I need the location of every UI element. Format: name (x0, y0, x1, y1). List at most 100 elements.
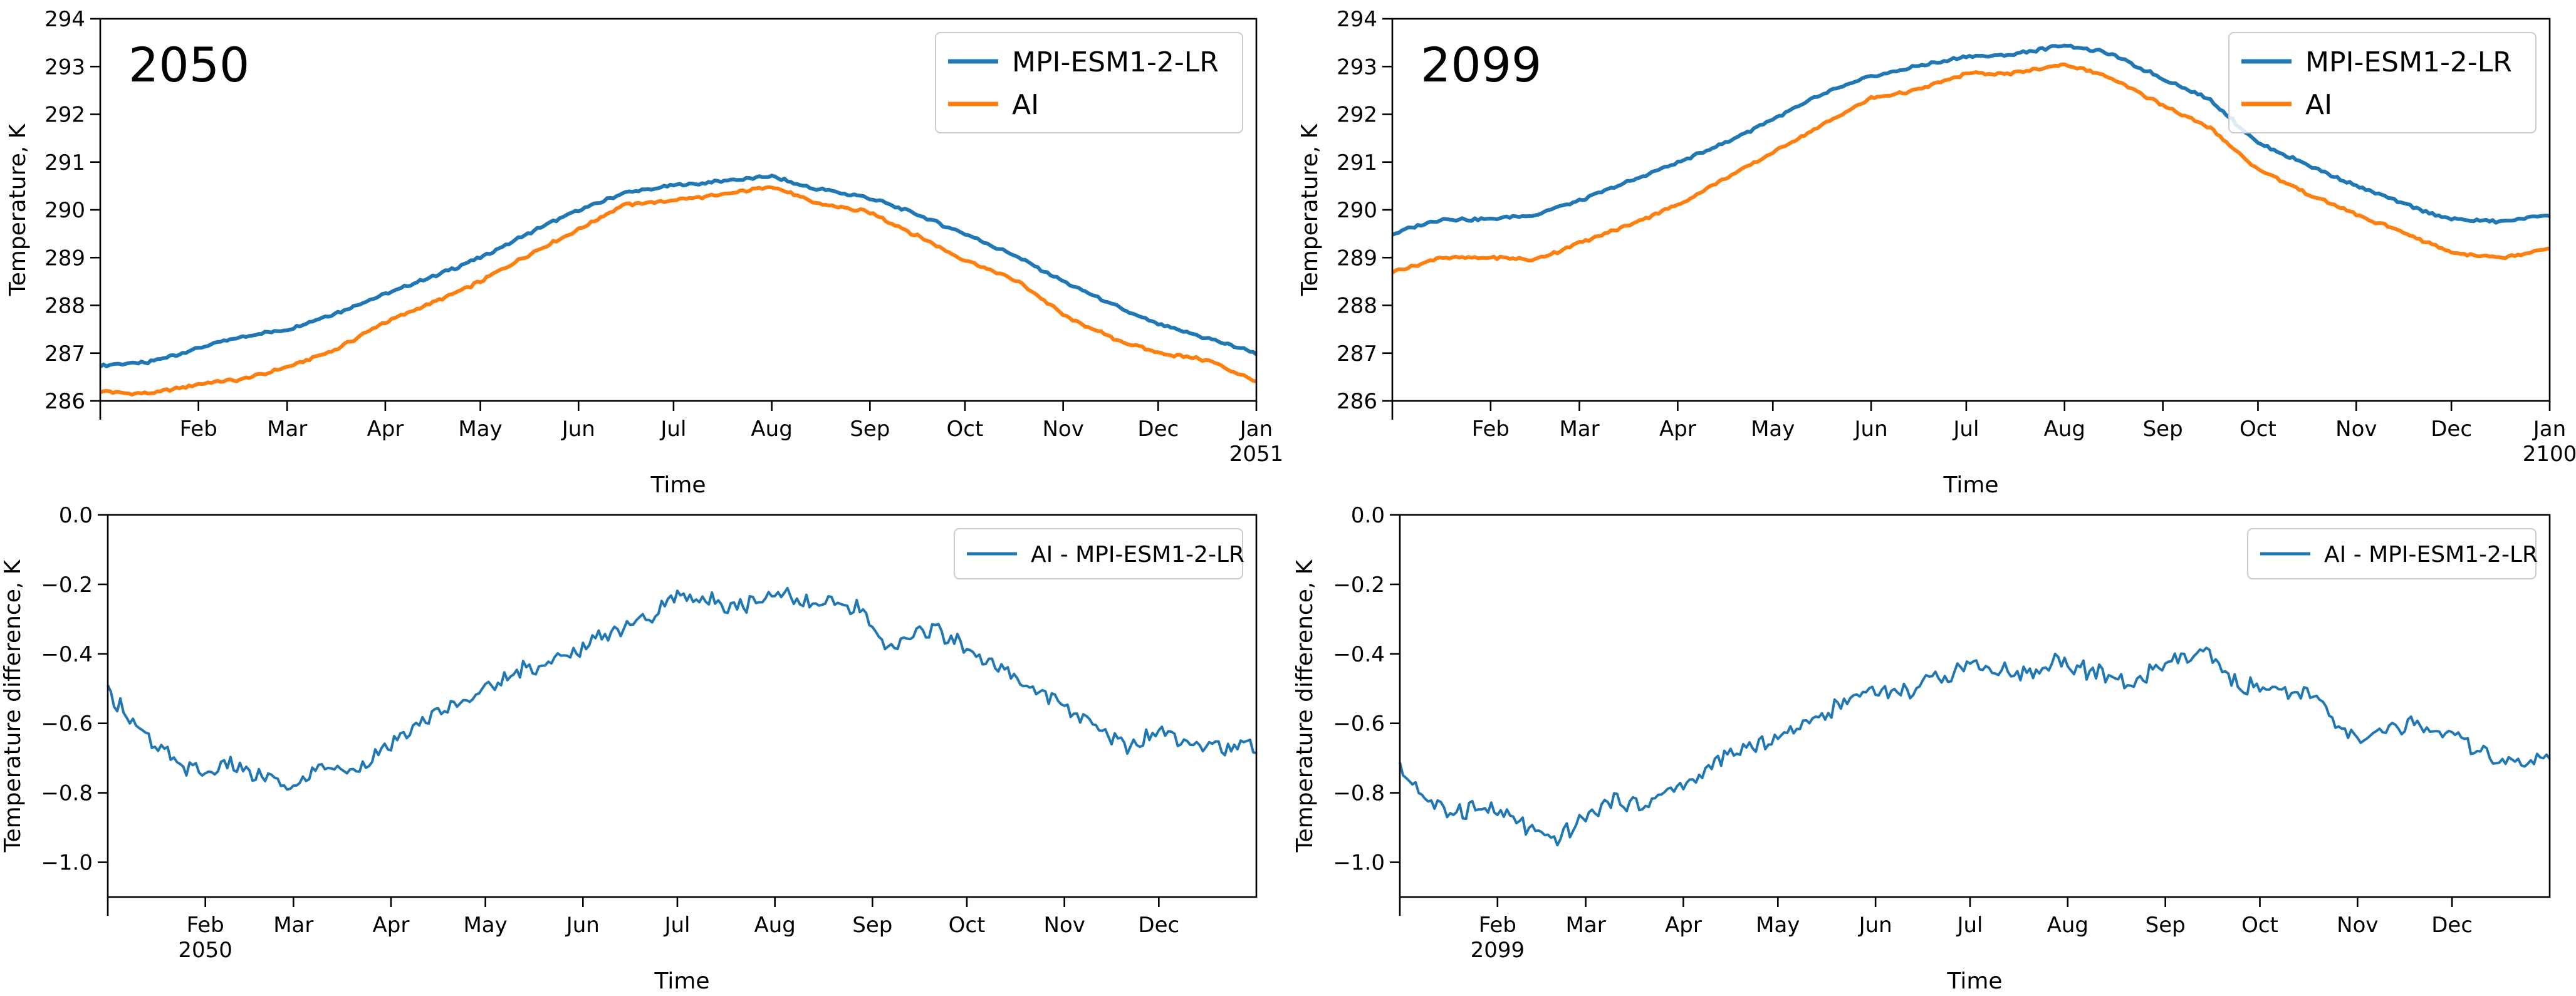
temperature-2050-legend-label-0: MPI-ESM1-2-LR (1012, 46, 1219, 78)
temperature-2050-y-tick-label-5: 291 (44, 150, 85, 175)
difference-2050-y-tick-label-4: −0.2 (41, 573, 93, 598)
difference-2099-axes-frame (1399, 514, 2551, 898)
difference-2050-x-tick-label-0: Feb (187, 913, 224, 938)
temperature-2050-series-group (99, 174, 1258, 397)
temperature-2050-y-tick-label-4: 290 (44, 198, 85, 223)
temperature-2050-series-line-0 (99, 174, 1258, 368)
difference-2099-x-tick-label-2: Apr (1665, 913, 1702, 938)
temperature-2099-x-tick-label-4: Jun (1854, 417, 1888, 442)
temperature-2050-x-tick-label-6: Aug (751, 417, 792, 442)
temperature-2099-x-tick-label-6: Aug (2044, 417, 2085, 442)
temperature-2099-x-tick-label-8: Oct (2240, 417, 2276, 442)
temperature-2099-x-tick-label-5: Jul (1952, 417, 1979, 442)
difference-2099-y-axis-label: Temperature difference, K (1292, 559, 1318, 853)
temperature-2099-y-tick-label-5: 291 (1337, 150, 1377, 175)
temperature-2099-y-tick-label-0: 286 (1337, 389, 1377, 414)
temperature-2050-y-tick-label-6: 292 (44, 103, 85, 128)
temperature-2099-y-tick-label-6: 292 (1337, 103, 1377, 128)
temperature-2050-x-tick-label-9: Nov (1042, 417, 1083, 442)
temperature-2099-axes-frame (1391, 18, 2551, 402)
difference-2050-y-tick-label-3: −0.4 (41, 642, 93, 667)
temperature-2050-legend-label-1: AI (1012, 89, 1039, 121)
temperature-2099-x-tick-label-10: Dec (2431, 417, 2472, 442)
difference-2099-y-tick-label-5: 0.0 (1351, 503, 1385, 528)
difference-2099-x-tick-label-9: Nov (2337, 913, 2378, 938)
temperature-2099-y-axis-label: Temperature, K (1297, 123, 1323, 296)
difference-2099-x-offset-label: 2099 (1471, 938, 1525, 963)
difference-2050-x-tick-label-7: Sep (852, 913, 892, 938)
difference-2050-x-tick-label-9: Nov (1043, 913, 1085, 938)
difference-2050-x-tick-label-4: Jun (565, 913, 600, 938)
temperature-2099-y-tick-label-3: 289 (1337, 246, 1377, 271)
temperature-2099-x-tick-label-0: Feb (1472, 417, 1510, 442)
difference-2099-ticks: −1.0 −0.8 −0.6 −0.4 −0.2 0.0 Feb Mar Apr May Jun Ju… (1333, 503, 2473, 938)
difference-2099-x-tick-label-3: May (1756, 913, 1800, 938)
temperature-2099-y-tick-label-8: 294 (1337, 7, 1377, 32)
difference-2099-panel: −1.0 −0.8 −0.6 −0.4 −0.2 0.0 Feb Mar Apr May Jun Ju… (1292, 503, 2551, 994)
temperature-2099-legend-label-1: AI (2305, 89, 2332, 121)
difference-2050-x-tick-label-3: May (463, 913, 507, 938)
difference-2099-x-tick-label-6: Aug (2047, 913, 2088, 938)
difference-2050-series-line-0 (107, 586, 1257, 791)
difference-2099-x-tick-label-8: Oct (2241, 913, 2278, 938)
temperature-2050-y-tick-label-1: 287 (44, 341, 85, 366)
difference-2050-y-tick-label-0: −1.0 (41, 851, 93, 876)
difference-2099-y-tick-label-1: −0.8 (1333, 781, 1385, 806)
difference-2050-y-tick-label-5: 0.0 (59, 503, 93, 528)
difference-2099-x-tick-label-5: Jul (1956, 913, 1983, 938)
temperature-2050-x-tick-label-11: Jan (1239, 417, 1273, 442)
temperature-2099-x-tick-label-9: Nov (2335, 417, 2377, 442)
temperature-2099-y-tick-label-7: 293 (1337, 54, 1377, 80)
temperature-2099-x-tick-label-7: Sep (2143, 417, 2183, 442)
temperature-2099-y-tick-label-2: 288 (1337, 294, 1377, 319)
difference-2099-x-tick-label-10: Dec (2431, 913, 2473, 938)
difference-2050-x-axis-label: Time (654, 968, 709, 994)
difference-2099-y-tick-label-2: −0.6 (1333, 712, 1385, 737)
difference-2099-y-tick-label-0: −1.0 (1333, 851, 1385, 876)
temperature-2050-y-tick-label-0: 286 (44, 389, 85, 414)
temperature-2099-series-line-0 (1391, 43, 2550, 237)
temperature-2099-x-axis-label: Time (1942, 472, 1998, 498)
difference-2099-x-axis-label: Time (1946, 968, 2002, 994)
difference-2050-ticks: −1.0 −0.8 −0.6 −0.4 −0.2 0.0 Feb Mar Apr May Jun Ju… (41, 503, 1179, 938)
difference-2099-x-tick-label-1: Mar (1566, 913, 1606, 938)
difference-2099-legend: AI - MPI-ESM1-2-LR (2247, 528, 2538, 579)
temperature-2050-x-tick-label-2: Apr (367, 417, 404, 442)
temperature-2099-title: 2099 (1421, 37, 1541, 93)
temperature-2050-y-axis-label: Temperature, K (5, 123, 31, 296)
temperature-2099-x-offset-label: 2100 (2523, 442, 2576, 467)
difference-2099-y-tick-label-4: −0.2 (1333, 573, 1385, 598)
temperature-2099-x-tick-label-1: Mar (1559, 417, 1599, 442)
temperature-2050-panel: 286 287 288 289 290 291 292 293 294 Feb Mar Apr May J… (5, 7, 1283, 498)
difference-2050-series-group (107, 586, 1257, 791)
temperature-2099-x-tick-label-11: Jan (2532, 417, 2566, 442)
difference-2050-legend: AI - MPI-ESM1-2-LR (954, 528, 1244, 579)
temperature-2050-y-tick-label-2: 288 (44, 294, 85, 319)
difference-2050-axes-frame (107, 514, 1258, 898)
temperature-2099-legend-box (2228, 32, 2537, 133)
difference-2050-x-tick-label-2: Apr (373, 913, 410, 938)
temperature-2050-x-tick-label-10: Dec (1137, 417, 1179, 442)
temperature-2050-series-line-1 (100, 185, 1257, 397)
temperature-2050-x-tick-label-0: Feb (180, 417, 217, 442)
temperature-2099-ticks: 286 287 288 289 290 291 292 293 294 Feb Mar Apr May J… (1337, 7, 2566, 442)
difference-2050-x-tick-label-8: Oct (949, 913, 986, 938)
temperature-2050-y-tick-label-7: 293 (44, 54, 85, 80)
temperature-2050-title: 2050 (128, 37, 249, 93)
difference-2050-x-offset-label: 2050 (178, 938, 232, 963)
difference-2099-series-line-0 (1399, 646, 2551, 847)
difference-2050-y-axis-label: Temperature difference, K (0, 559, 26, 853)
temperature-2050-legend-box (935, 32, 1243, 133)
temperature-2050-x-tick-label-5: Jul (659, 417, 686, 442)
temperature-2050-x-tick-label-3: May (458, 417, 502, 442)
difference-2050-x-tick-label-5: Jul (663, 913, 690, 938)
temperature-2099-legend-label-0: MPI-ESM1-2-LR (2305, 46, 2512, 78)
difference-2050-panel: −1.0 −0.8 −0.6 −0.4 −0.2 0.0 Feb Mar Apr May Jun Ju… (0, 503, 1258, 994)
temperature-2099-y-tick-label-1: 287 (1337, 341, 1377, 366)
temperature-2050-x-tick-label-1: Mar (267, 417, 307, 442)
difference-2050-legend-label-0: AI - MPI-ESM1-2-LR (1031, 542, 1244, 568)
difference-2050-legend-box (954, 528, 1243, 579)
difference-2099-legend-box (2247, 528, 2537, 579)
difference-2050-y-tick-label-2: −0.6 (41, 712, 93, 737)
difference-2099-x-tick-label-4: Jun (1858, 913, 1892, 938)
